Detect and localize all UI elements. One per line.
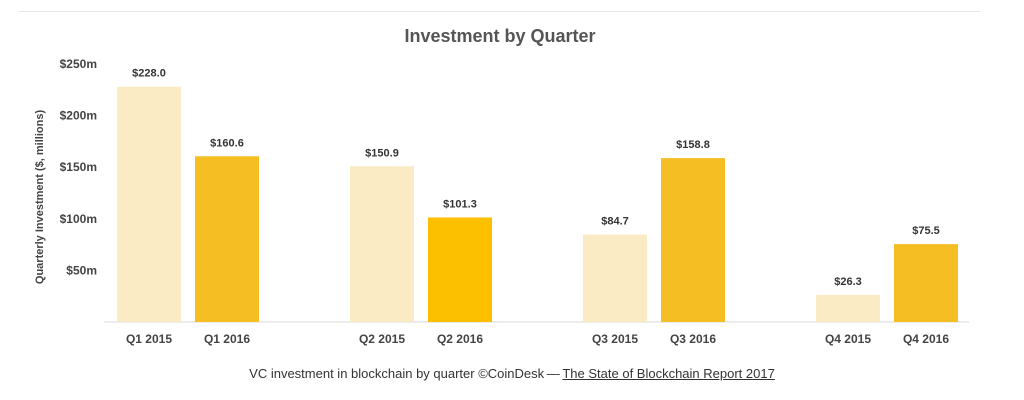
bar-value-label: $75.5 [912,225,940,237]
bar-value-label: $101.3 [443,198,477,210]
bar-value-label: $158.8 [676,139,710,151]
chart-caption: VC investment in blockchain by quarter ©… [0,366,1024,381]
x-tick-label: Q1 2015 [126,332,172,346]
y-tick-label: $50m [66,263,97,277]
x-axis-labels: Q1 2015 Q1 2016 Q2 2015 Q2 2016 Q3 2015 Q3 20… [126,332,949,346]
y-tick-label: $250m [60,57,97,71]
report-link[interactable]: The State of Blockchain Report 2017 [562,366,775,381]
y-axis-ticks: $50m $100m $150m $200m $250m [60,57,97,277]
x-tick-label: Q2 2015 [359,332,405,346]
bar [117,86,181,322]
x-tick-label: Q3 2016 [670,332,716,346]
bar-value-label: $160.6 [210,137,244,149]
bar-chart: Investment by Quarter Quarterly Investme… [34,26,969,346]
bars-group: $228.0 $160.6 $150.9 $101.3 $84.7 $158.8 $26.3… [117,68,958,322]
x-tick-label: Q2 2016 [437,332,483,346]
bar [894,244,958,322]
bar [195,156,259,322]
bar [816,294,880,322]
bar [661,158,725,322]
bar [428,217,492,322]
bar-value-label: $84.7 [601,216,629,228]
bar [583,234,647,322]
x-tick-label: Q3 2015 [592,332,638,346]
chart-title: Investment by Quarter [404,26,595,46]
y-tick-label: $100m [60,212,97,226]
caption-text: VC investment in blockchain by quarter ©… [249,366,563,381]
bar-value-label: $150.9 [365,147,399,159]
x-tick-label: Q1 2016 [204,332,250,346]
bar-value-label: $26.3 [834,276,862,288]
x-tick-label: Q4 2016 [903,332,949,346]
bar-value-label: $228.0 [132,68,166,80]
x-tick-label: Q4 2015 [825,332,871,346]
chart-panel: Investment by Quarter Quarterly Investme… [19,11,980,357]
y-tick-label: $200m [60,109,97,123]
y-axis-label: Quarterly Investment ($, millions) [34,110,46,285]
bar [350,166,414,322]
y-tick-label: $150m [60,160,97,174]
